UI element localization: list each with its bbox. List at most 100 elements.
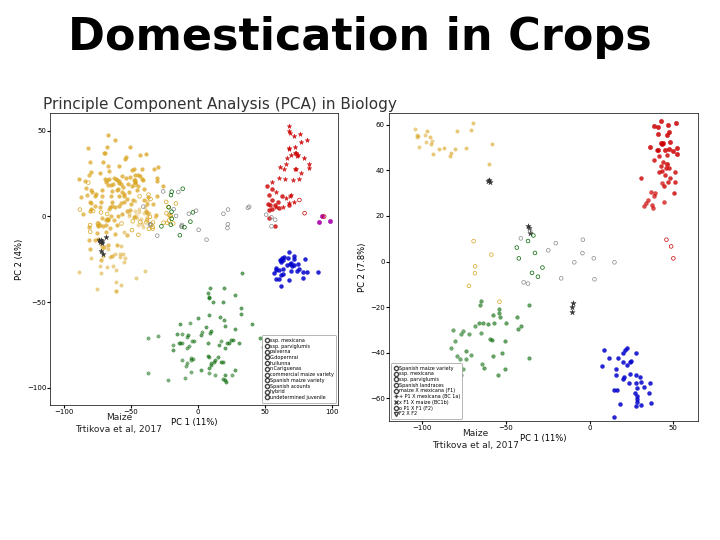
Point xyxy=(424,133,436,141)
Point xyxy=(264,206,275,214)
Point xyxy=(104,224,115,232)
Point xyxy=(107,187,118,196)
Point xyxy=(577,249,588,258)
Point xyxy=(235,310,247,319)
Point xyxy=(465,126,477,135)
Point xyxy=(179,373,191,382)
Point xyxy=(165,191,176,199)
Point xyxy=(236,269,248,278)
Point xyxy=(269,200,281,209)
Point xyxy=(95,247,107,255)
Point xyxy=(97,249,109,258)
Point xyxy=(205,361,217,370)
Text: Maize
Trtikova et al, 2017: Maize Trtikova et al, 2017 xyxy=(432,429,518,450)
Point xyxy=(282,261,293,269)
Point xyxy=(111,221,122,230)
Point xyxy=(138,176,149,185)
Point xyxy=(661,160,672,168)
Point xyxy=(289,198,300,206)
Point xyxy=(128,213,140,222)
Point xyxy=(128,176,140,184)
Legend: Spanish maize variety, ssp. mexicana, ssp. parviglumis, Spanish landraces, maize: Spanish maize variety, ssp. mexicana, ss… xyxy=(391,363,462,418)
Point xyxy=(118,198,130,206)
Point xyxy=(494,298,505,306)
Point xyxy=(631,402,642,410)
Point xyxy=(207,298,219,306)
Point xyxy=(143,225,155,233)
Point xyxy=(222,224,233,232)
Point xyxy=(92,222,104,231)
Point xyxy=(511,243,523,252)
Point xyxy=(133,208,145,217)
Point xyxy=(90,189,102,198)
Point xyxy=(101,176,112,184)
Point xyxy=(272,198,284,207)
Point xyxy=(130,274,142,282)
Point xyxy=(665,138,676,147)
Point xyxy=(96,198,107,206)
Point xyxy=(634,373,646,381)
Point xyxy=(173,339,184,347)
Point xyxy=(132,220,144,229)
Point xyxy=(654,152,665,161)
Y-axis label: PC 2 (4%): PC 2 (4%) xyxy=(15,239,24,280)
Point xyxy=(611,385,622,394)
Point xyxy=(485,177,496,186)
Point xyxy=(102,181,114,190)
Point xyxy=(106,252,117,260)
Point xyxy=(492,305,504,314)
Point xyxy=(117,188,128,197)
X-axis label: PC 1 (11%): PC 1 (11%) xyxy=(521,434,567,443)
Point xyxy=(84,245,96,254)
Point xyxy=(524,226,536,235)
Point xyxy=(134,192,145,201)
Point xyxy=(126,166,138,174)
Point xyxy=(569,258,580,267)
Point xyxy=(129,197,140,205)
Point xyxy=(212,353,224,361)
Point xyxy=(299,255,310,264)
Point xyxy=(135,151,146,159)
Point xyxy=(454,354,466,363)
Point xyxy=(94,220,106,229)
Point xyxy=(132,171,144,179)
Point xyxy=(253,334,265,342)
Point xyxy=(202,339,213,348)
Point xyxy=(279,253,290,261)
Point xyxy=(94,235,105,244)
Point xyxy=(115,199,127,207)
Point xyxy=(645,187,657,196)
Point xyxy=(469,321,480,330)
Point xyxy=(283,122,294,130)
Point xyxy=(589,275,600,284)
Point xyxy=(289,149,301,158)
Point xyxy=(84,222,95,231)
Point xyxy=(214,313,225,321)
Point xyxy=(115,281,127,289)
Point xyxy=(195,366,207,374)
Point xyxy=(97,158,109,166)
Point xyxy=(116,219,127,228)
Point xyxy=(284,248,295,256)
Point xyxy=(161,209,172,218)
Point xyxy=(603,353,614,362)
Point xyxy=(170,212,181,220)
Point xyxy=(140,218,152,227)
Point xyxy=(664,173,675,182)
Point xyxy=(114,249,126,258)
Point xyxy=(176,222,187,231)
Point xyxy=(631,395,642,404)
Point xyxy=(147,200,158,208)
Point xyxy=(523,300,534,309)
Point xyxy=(499,337,510,346)
Point xyxy=(143,208,154,217)
Point xyxy=(142,200,153,208)
Point xyxy=(123,210,135,218)
Point xyxy=(98,221,109,230)
Point xyxy=(138,202,149,211)
Point xyxy=(649,156,660,165)
Point xyxy=(102,214,113,223)
Point xyxy=(204,293,215,301)
Point xyxy=(645,399,657,407)
Point xyxy=(631,383,643,392)
